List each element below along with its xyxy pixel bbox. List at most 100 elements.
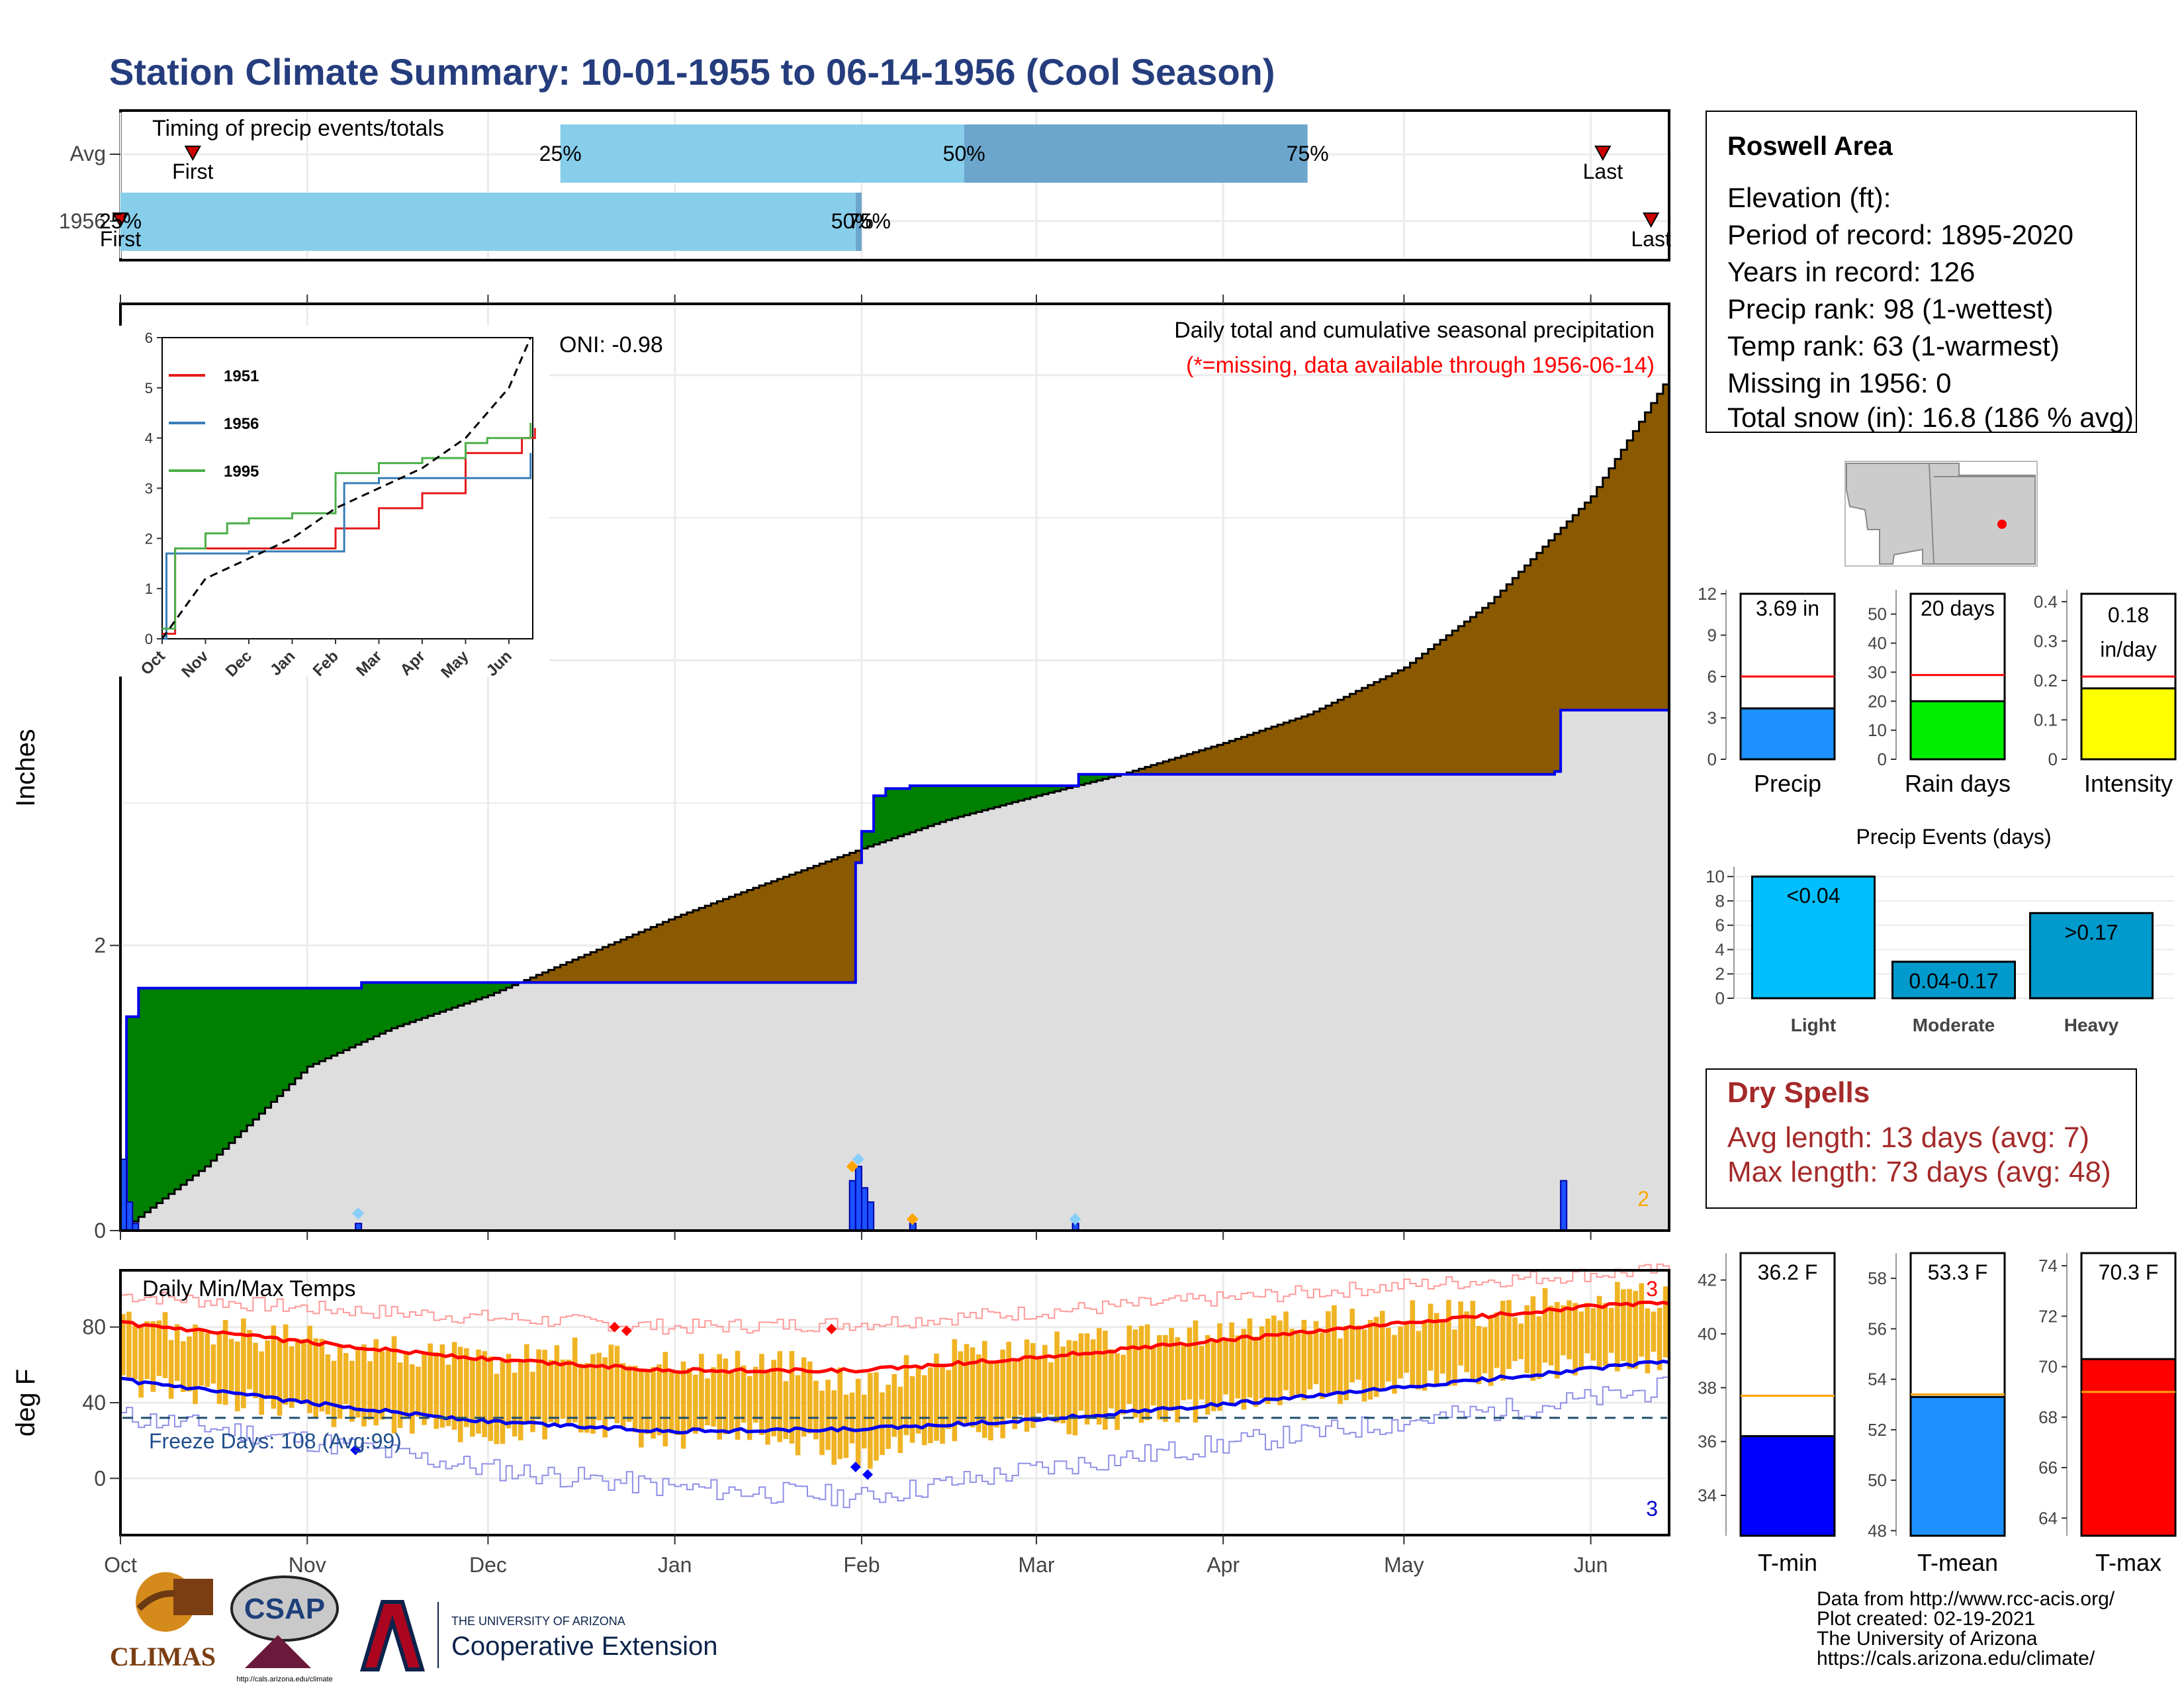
daily-temp-range-bar [1084, 1333, 1090, 1425]
below-average-area-bar [753, 888, 760, 983]
above-average-area-bar [494, 982, 501, 993]
daily-temp-range-bar [1265, 1318, 1271, 1405]
first-event-marker-icon [112, 212, 129, 228]
daily-temp-range-bar [476, 1349, 481, 1434]
summary-bar-value-unit: in/day [2100, 637, 2156, 661]
daily-temp-range-bar [482, 1351, 487, 1437]
above-average-area-bar [1006, 786, 1013, 804]
avg-cumulative-area-bar [1319, 774, 1326, 1231]
below-average-area-bar [711, 903, 718, 983]
daily-temp-range-bar [1542, 1288, 1548, 1363]
daily-temp-range-bar [1097, 1328, 1102, 1425]
daily-temp-range-bar [168, 1340, 174, 1399]
daily-temp-range-bar [325, 1354, 331, 1415]
daily-temp-range-bar [1138, 1325, 1144, 1423]
avg-cumulative-area-bar [566, 982, 573, 1231]
timing-avg-p50: 50% [943, 142, 985, 165]
avg-cumulative-area-bar [1066, 788, 1073, 1231]
avg-cumulative-area-bar [891, 838, 899, 1231]
above-average-area-bar [470, 982, 477, 1002]
avg-cumulative-area-bar [1109, 777, 1115, 1231]
daily-temp-range-bar [795, 1375, 801, 1456]
avg-cumulative-area-bar [1048, 792, 1055, 1231]
daily-temp-range-bar [1506, 1299, 1512, 1370]
daily-temp-range-bar [1584, 1303, 1590, 1354]
temp-bar-y-tick-label: 38 [1698, 1378, 1717, 1397]
summary-y-tick-label: 10 [1868, 720, 1887, 740]
avg-cumulative-area-bar [590, 982, 597, 1231]
daily-temp-range-bar [1633, 1291, 1638, 1369]
temp-bar-label: T-mean [1917, 1549, 1998, 1576]
avg-cumulative-area-bar [1181, 774, 1188, 1231]
above-average-area-bar [181, 988, 187, 1185]
summary-y-tick-label: 6 [1707, 667, 1717, 686]
daily-temp-range-bar [373, 1339, 379, 1426]
timing-1956-first-label: First [100, 227, 141, 251]
avg-cumulative-area-bar [1103, 778, 1109, 1231]
avg-cumulative-area-bar [795, 982, 802, 1231]
temp-bar-value: 36.2 F [1758, 1260, 1818, 1284]
timing-row-avg: Avg [69, 142, 106, 165]
above-average-area-bar [156, 988, 163, 1203]
daily-temp-range-bar [970, 1347, 976, 1428]
avg-cumulative-area-bar [753, 982, 760, 1231]
avg-cumulative-area-bar [560, 982, 567, 1231]
avg-cumulative-area-bar [530, 982, 537, 1231]
below-average-area-bar [1530, 559, 1537, 774]
avg-cumulative-area-bar [1572, 710, 1580, 1231]
avg-cumulative-area-bar [1217, 774, 1224, 1231]
avg-cumulative-area-bar [1567, 710, 1573, 1231]
daily-temp-range-bar [1500, 1301, 1506, 1381]
above-average-area-bar [277, 988, 284, 1096]
precip-y-tick-label: 2 [94, 933, 106, 957]
daily-temp-range-bar [934, 1353, 939, 1441]
events-y-tick-label: 2 [1715, 964, 1725, 984]
daily-temp-range-bar [500, 1358, 506, 1444]
precip-event-bar [1751, 875, 1876, 1000]
avg-cumulative-area-bar [1000, 805, 1007, 1231]
avg-cumulative-area-bar [1482, 774, 1489, 1231]
daily-temp-range-bar [1488, 1317, 1494, 1386]
below-average-area-bar [1253, 733, 1260, 774]
daily-temp-range-bar [542, 1350, 547, 1440]
daily-temp-range-bar [1235, 1335, 1241, 1399]
precip-event-bar-label: <0.04 [1787, 884, 1841, 908]
below-average-area-bar [620, 939, 627, 983]
month-axis-label: Jun [1574, 1553, 1608, 1577]
avg-cumulative-area-bar [1488, 774, 1495, 1231]
daily-temp-range-bar [162, 1312, 168, 1378]
avg-cumulative-area-bar [614, 982, 621, 1231]
above-average-area-bar [457, 982, 465, 1006]
daily-temp-range-bar [289, 1346, 295, 1408]
avg-cumulative-area-bar [1476, 774, 1483, 1231]
avg-cumulative-area-bar [433, 1013, 441, 1231]
record-high-marker-icon [609, 1321, 620, 1333]
below-average-area-bar [1398, 670, 1404, 774]
above-average-area-bar [868, 831, 874, 847]
precip-event-bar-label: >0.17 [2065, 920, 2118, 944]
below-average-area-bar [1590, 496, 1598, 710]
daily-temp-range-bar [596, 1352, 602, 1421]
precip-y-tick-label: 0 [94, 1219, 106, 1243]
summary-bar-fill [2080, 687, 2177, 761]
below-average-area-bar [777, 878, 784, 983]
avg-cumulative-area-bar [1555, 771, 1561, 1231]
below-average-area-bar [1271, 726, 1278, 774]
avg-cumulative-area-bar [277, 1096, 284, 1231]
daily-temp-range-bar [1036, 1356, 1042, 1413]
avg-cumulative-area-bar [1518, 774, 1525, 1231]
daily-temp-range-bar [1313, 1321, 1319, 1385]
below-average-area-bar [789, 874, 796, 983]
summary-y-tick-label: 9 [1707, 626, 1717, 645]
avg-cumulative-area-bar [228, 1143, 236, 1231]
below-average-area-bar [831, 859, 839, 983]
daily-temp-range-bar [668, 1372, 674, 1434]
daily-temp-range-bar [602, 1357, 608, 1438]
avg-cumulative-area-bar [1590, 710, 1598, 1231]
daily-temp-range-bar [1590, 1308, 1596, 1361]
daily-temp-range-bar [1367, 1320, 1373, 1400]
avg-cumulative-area-bar [1144, 774, 1152, 1231]
record-low-line [120, 1376, 1670, 1509]
daily-temp-range-bar [657, 1364, 662, 1436]
